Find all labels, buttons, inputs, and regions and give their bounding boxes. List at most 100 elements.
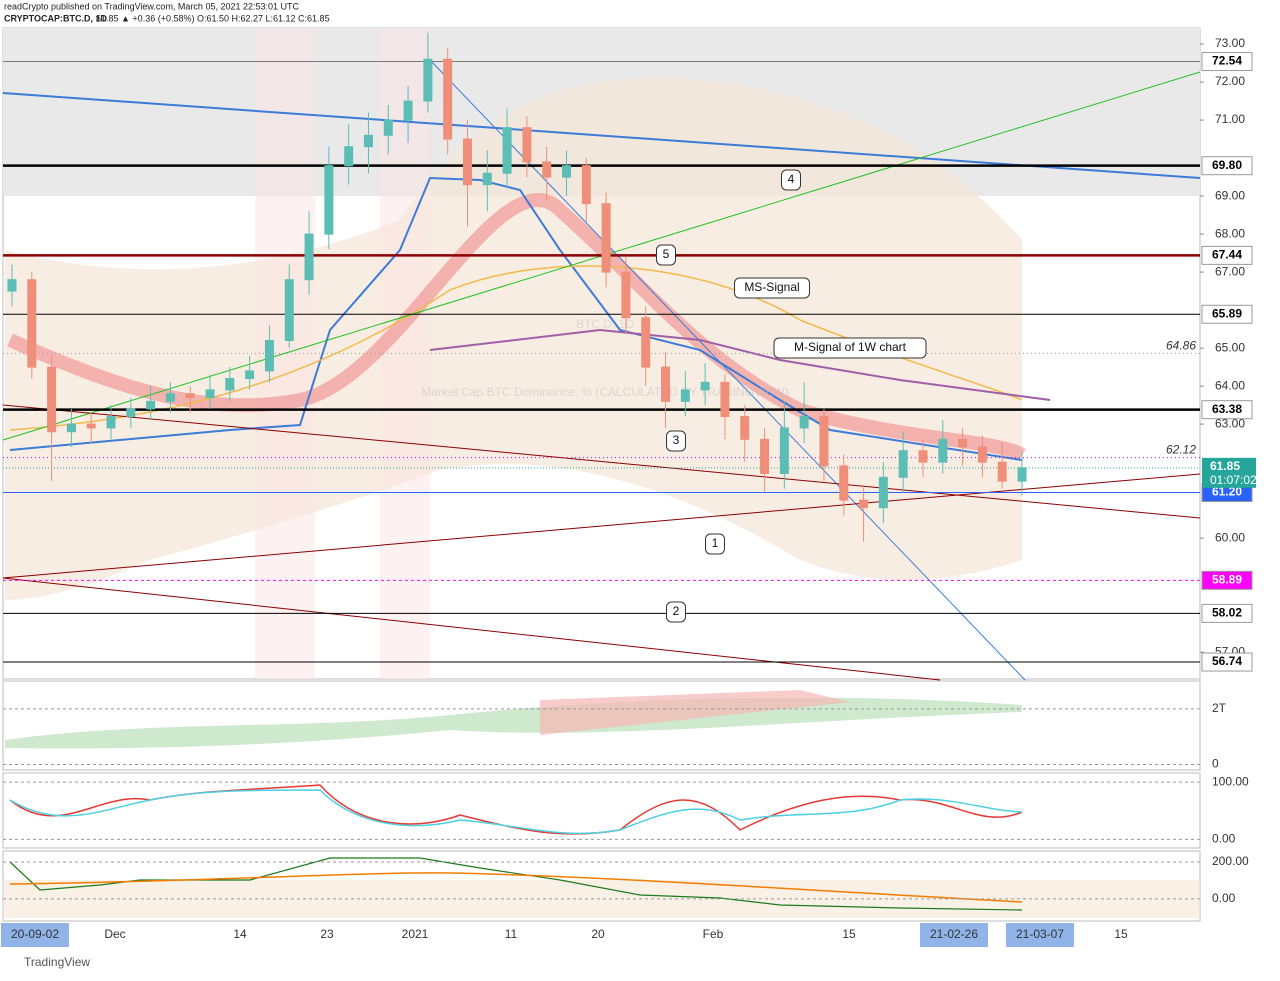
candle-body	[542, 161, 552, 178]
candle-body	[47, 366, 57, 433]
candle-body	[977, 446, 987, 463]
candle-body	[760, 438, 770, 475]
x-tick-label: 20-09-02	[11, 927, 59, 941]
price-label: 63.38	[1212, 402, 1242, 416]
price-label-box	[1201, 245, 1253, 265]
dotted-level-label: 62.12	[1166, 443, 1196, 457]
candle-body	[601, 203, 611, 273]
oscillator-pane	[2, 772, 1201, 849]
candle-body	[106, 416, 116, 429]
candle-body	[680, 389, 690, 402]
callout-label: MS-Signal	[744, 280, 799, 294]
candle-body	[245, 370, 255, 380]
candle-body	[304, 233, 314, 281]
callout-label: 5	[663, 247, 670, 261]
y-tick-label: 60.00	[1215, 530, 1245, 544]
x-tick-label: Dec	[104, 927, 125, 941]
candle-body	[462, 138, 472, 186]
candle-body	[443, 58, 453, 140]
trend-line	[2, 473, 1201, 579]
trend-line	[2, 92, 1201, 179]
candle-body	[86, 423, 96, 429]
candle-body	[363, 134, 373, 148]
candle-body	[700, 381, 710, 391]
date-box	[1, 923, 69, 947]
price-label-box	[1201, 304, 1253, 324]
y-tick-label: 65.00	[1215, 340, 1245, 354]
ma-line	[429, 328, 1051, 401]
date-box	[1006, 923, 1074, 947]
last-price-label: 61.85	[1210, 459, 1240, 473]
callout-label: 1	[712, 536, 719, 550]
y-tick-label: 64.00	[1215, 378, 1245, 392]
price-label-box	[1201, 400, 1253, 420]
candle-body	[898, 450, 908, 478]
price-label-box	[1201, 603, 1253, 623]
y-tick-label: 68.00	[1215, 226, 1245, 240]
candle-body	[522, 127, 532, 163]
candle-body	[324, 165, 334, 235]
candle-body	[165, 393, 175, 402]
candle-body	[126, 408, 136, 418]
candle-body	[799, 416, 809, 429]
x-tick-label: 2021	[402, 927, 429, 941]
candle-body	[205, 389, 215, 399]
candle-body	[66, 423, 76, 433]
candle-body	[958, 438, 968, 448]
callout-label: 2	[673, 604, 680, 618]
trend-line	[2, 577, 941, 681]
pane-tick-label: 0.00	[1212, 891, 1236, 905]
price-label: 65.89	[1212, 306, 1242, 320]
candle-body	[878, 476, 888, 509]
callout-box	[656, 244, 676, 266]
candle-body	[819, 416, 829, 467]
pane-tick-label: 0	[1212, 757, 1219, 771]
candle-body	[502, 127, 512, 174]
callout-box	[781, 169, 801, 191]
candle-body	[225, 378, 235, 391]
price-label: 61.20	[1212, 485, 1242, 499]
x-tick-label: 14	[233, 927, 247, 941]
candle-body	[661, 366, 671, 402]
momentum-signal	[9, 872, 1023, 903]
watermark: BTC.D, 1D	[576, 317, 634, 331]
oscillator-line	[9, 789, 1023, 835]
candle-body	[938, 438, 948, 463]
candle-body	[740, 416, 750, 440]
x-tick-label: 20	[591, 927, 605, 941]
ma-ribbon	[7, 193, 1026, 462]
x-tick-label: 15	[1114, 927, 1128, 941]
callout-box	[734, 277, 810, 299]
candle-body	[997, 461, 1007, 482]
candle-body	[146, 400, 156, 410]
price-label: 67.44	[1212, 248, 1242, 262]
x-tick-label: Feb	[703, 927, 724, 941]
callout-label: 4	[788, 172, 795, 186]
y-tick-label: 73.00	[1215, 36, 1245, 50]
candle-body	[344, 146, 354, 167]
callout-label: M-Signal of 1W chart	[794, 340, 907, 354]
quote: 61.85 ▲ +0.36 (+0.58%) O:61.50 H:62.27 L…	[96, 13, 330, 23]
candle-body	[27, 279, 37, 368]
pane-tick-label: 0.00	[1212, 832, 1236, 846]
price-label: 56.74	[1212, 654, 1242, 668]
candle-body	[284, 279, 294, 342]
candle-body	[581, 165, 591, 205]
price-label: 58.02	[1212, 606, 1242, 620]
symbol: CRYPTOCAP:BTC.D, 1D	[4, 13, 108, 23]
trend-line	[429, 59, 1026, 681]
callout-box	[705, 533, 725, 555]
publisher-line: readCrypto published on TradingView.com,…	[4, 1, 300, 11]
price-label-box	[1201, 652, 1253, 672]
time-axis	[0, 922, 1200, 948]
pane-tick-label: 200.00	[1212, 854, 1249, 868]
candle-body	[779, 427, 789, 475]
x-tick-label: 11	[505, 927, 518, 941]
price-label: 58.89	[1212, 572, 1242, 586]
y-tick-label: 67.00	[1215, 264, 1245, 278]
candle-body	[918, 450, 928, 463]
callout-label: 3	[673, 433, 680, 447]
momentum-line	[9, 857, 1023, 911]
price-label-box	[1201, 570, 1253, 590]
